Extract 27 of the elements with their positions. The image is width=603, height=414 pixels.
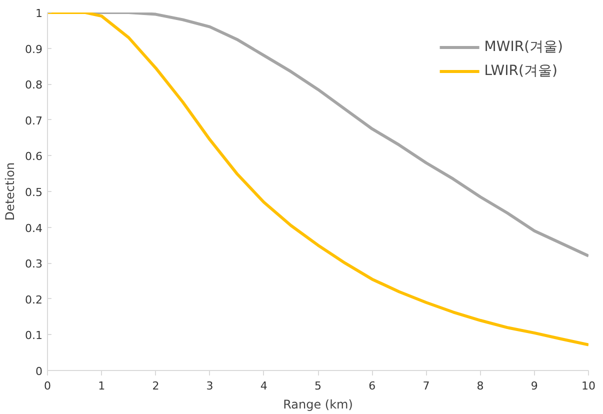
x-tick-label: 10 [582,380,596,392]
y-tick-label: 0.6 [25,150,43,164]
y-tick-label: 1 [36,7,42,20]
legend-label: MWIR(겨울) [484,38,563,56]
x-tick-label: 2 [152,380,160,392]
legend-label: LWIR(겨울) [484,62,558,80]
x-tick-label: 6 [368,380,376,392]
y-tick-label: 0.8 [25,78,43,92]
line-series [48,12,588,346]
y-tick-label: 0.3 [25,258,43,271]
x-tick-label: 1 [98,380,106,392]
y-tick-label: 0.1 [25,329,43,342]
x-tick-label: 4 [260,380,268,392]
x-tick-label: 8 [476,380,484,392]
x-tick-label: 3 [206,380,214,392]
y-tick-label: 0.2 [25,293,43,306]
x-axis-title: Range (km) [283,398,353,412]
y-axis-title: Detection [3,162,18,221]
x-tick-label: 5 [314,380,322,392]
x-tick-label: 7 [422,380,430,392]
x-tick-label: 9 [530,380,538,392]
y-tick-label: 0.4 [25,222,43,235]
y-tick-label: 0 [36,365,42,378]
y-tick-label: 0.7 [25,114,43,128]
y-tick-label: 0.5 [25,186,43,199]
x-tick-label: 0 [44,380,51,392]
y-tick-label: 0.9 [25,42,43,56]
